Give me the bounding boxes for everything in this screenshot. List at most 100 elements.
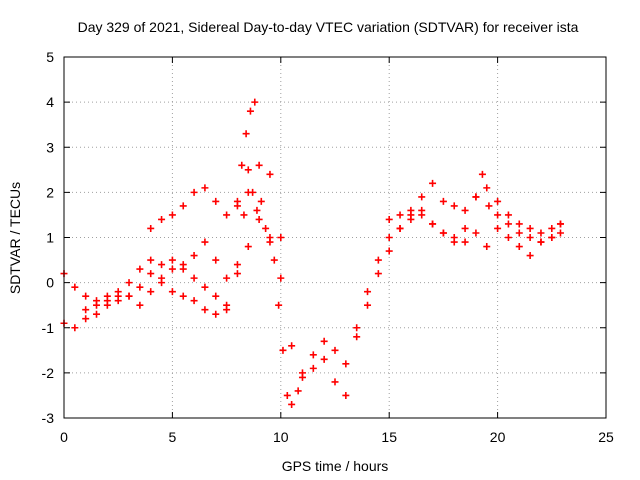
y-axis-title: SDTVAR / TECUs [7,182,23,294]
data-point [385,234,393,241]
data-point [179,202,187,210]
data-point [277,234,285,241]
data-point [223,274,231,282]
data-point [82,306,90,314]
data-point [483,243,491,251]
data-point [246,107,254,115]
data-point [294,387,302,395]
data-point [251,98,259,106]
data-point [418,193,426,201]
data-point [515,243,523,251]
data-point [168,256,176,264]
data-point [158,274,166,282]
data-point [125,279,133,287]
data-point [494,211,502,219]
data-point [190,252,198,260]
data-point [309,351,317,359]
data-point [439,229,447,237]
data-point [71,324,79,332]
data-points [60,98,564,408]
series-markers [147,161,285,241]
y-tick-label: 2 [46,184,54,200]
data-point [233,270,241,278]
y-tick-label: 3 [46,139,54,155]
data-point [331,346,339,354]
data-point [240,211,248,219]
data-point [266,170,274,178]
y-tick-label: 0 [46,275,54,291]
data-point [212,292,220,300]
data-point [266,238,274,246]
data-point [103,301,111,309]
x-tick-label: 10 [273,429,289,445]
data-point [190,188,198,196]
data-point [461,238,469,246]
data-point [298,369,306,377]
data-point [320,337,328,345]
data-point [374,270,382,278]
data-point [179,292,187,300]
data-point [396,224,404,232]
data-point [93,297,101,305]
data-point [277,274,285,282]
data-point [223,301,231,309]
data-point [233,261,241,269]
data-point [385,247,393,255]
data-point [82,315,90,323]
y-tick-label: -3 [42,410,55,426]
data-point [257,197,265,205]
data-point [255,161,263,169]
data-point [93,310,101,318]
x-tick-label: 25 [598,429,614,445]
data-point [494,224,502,232]
y-tick-label: 5 [46,49,54,65]
x-axis-title: GPS time / hours [282,458,389,474]
data-point [556,220,564,228]
data-point [201,283,209,291]
data-point [548,234,556,241]
data-point [461,224,469,232]
data-point [262,224,270,232]
series-markers [82,238,231,314]
data-point [331,378,339,386]
data-point [342,391,350,399]
data-point [147,270,155,278]
data-point [201,184,209,192]
data-point [244,166,252,174]
data-point [283,391,291,399]
data-point [526,224,534,232]
data-point [253,206,261,214]
data-point [494,197,502,205]
data-point [439,197,447,205]
data-point [364,288,372,296]
series-markers [385,170,564,246]
data-point [125,292,133,300]
data-point [461,206,469,214]
data-point [353,324,361,332]
data-point [504,234,512,241]
data-point [158,261,166,269]
data-point [353,333,361,341]
data-point [504,211,512,219]
data-point [114,288,122,296]
data-point [526,234,534,241]
chart-title: Day 329 of 2021, Sidereal Day-to-day VTE… [78,19,579,35]
data-point [82,292,90,300]
data-point [485,202,493,210]
data-point [407,215,415,223]
data-point [309,364,317,372]
y-tick-label: -2 [42,365,55,381]
data-point [548,224,556,232]
data-point [450,202,458,210]
series-markers [60,206,564,399]
data-point [537,238,545,246]
data-point [147,288,155,296]
data-point [270,256,278,264]
data-point [233,197,241,205]
data-point [275,301,283,309]
data-point [385,215,393,223]
data-point [255,215,263,223]
x-tick-label: 15 [381,429,397,445]
y-tick-label: 1 [46,230,54,246]
